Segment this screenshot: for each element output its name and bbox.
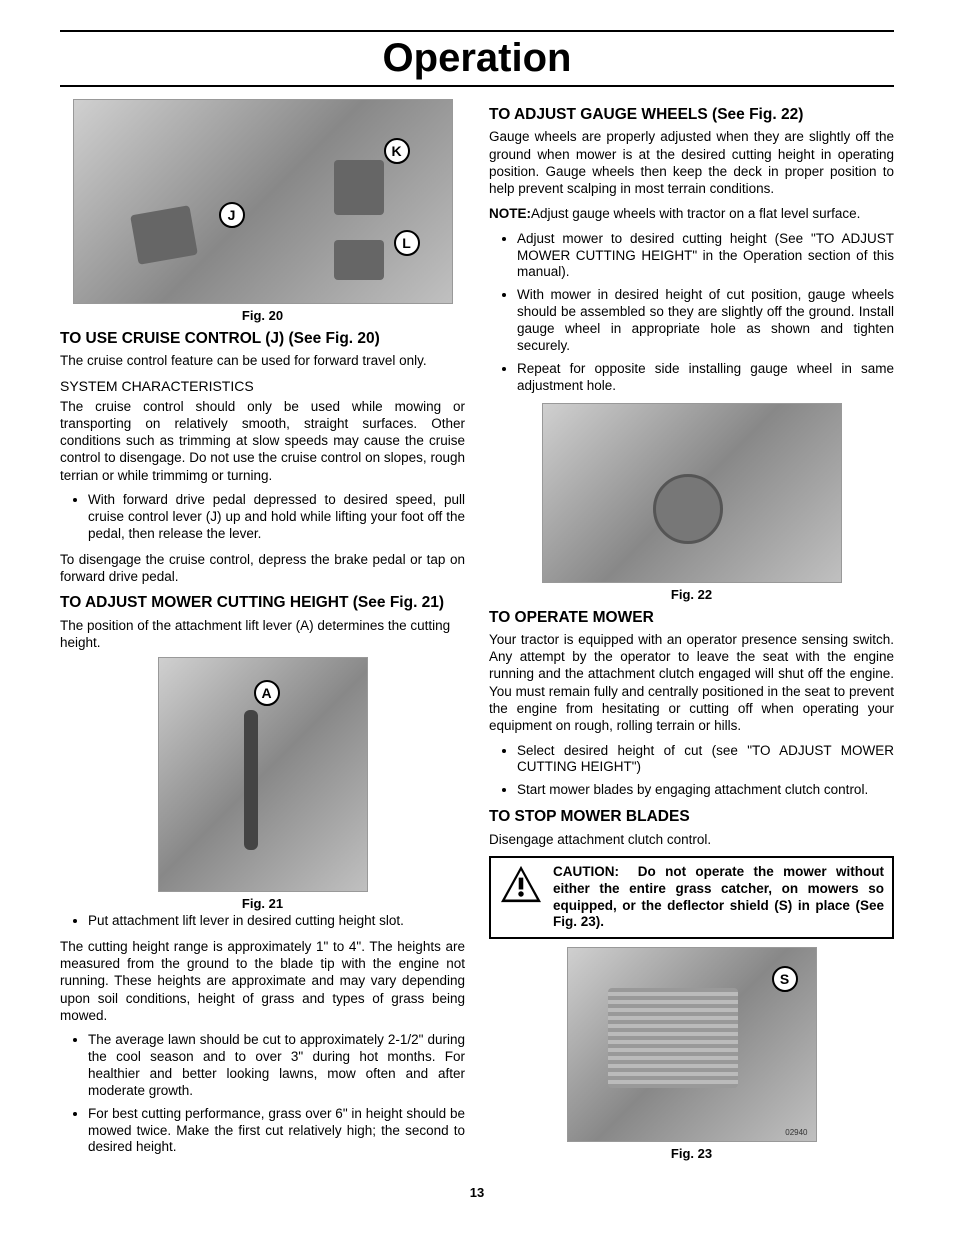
fig21-label-a: A (254, 680, 280, 706)
bullet-height-2: For best cutting performance, grass over… (88, 1106, 465, 1157)
note-label: NOTE: (489, 206, 531, 221)
subhead-system: SYSTEM CHARACTERISTICS (60, 378, 465, 394)
fig20-label-j: J (219, 202, 245, 228)
fig22-caption: Fig. 22 (489, 587, 894, 602)
caution-text: CAUTION: Do not operate the mower withou… (553, 864, 884, 932)
bullet-cruise-1: With forward drive pedal depressed to de… (88, 492, 465, 543)
page-number: 13 (60, 1185, 894, 1200)
bullet-operate-1: Select desired height of cut (see "TO AD… (517, 743, 894, 777)
bullet-gauge-3: Repeat for opposite side installing gaug… (517, 361, 894, 395)
top-rule (60, 30, 894, 32)
page-title: Operation (60, 36, 894, 81)
text-height-range: The cutting height range is approximatel… (60, 938, 465, 1024)
figure-21: A (158, 657, 368, 892)
bullet-height-1: The average lawn should be cut to approx… (88, 1032, 465, 1100)
figure-22 (542, 403, 842, 583)
left-column: J K L Fig. 20 TO USE CRUISE CONTROL (J) … (60, 99, 465, 1167)
heading-gauge: TO ADJUST GAUGE WHEELS (See Fig. 22) (489, 105, 894, 124)
text-stop: Disengage attachment clutch control. (489, 831, 894, 848)
text-system-desc: The cruise control should only be used w… (60, 398, 465, 484)
list-height: The average lawn should be cut to approx… (60, 1032, 465, 1156)
right-column: TO ADJUST GAUGE WHEELS (See Fig. 22) Gau… (489, 99, 894, 1167)
fig20-label-l: L (394, 230, 420, 256)
heading-cut-height: TO ADJUST MOWER CUTTING HEIGHT (See Fig.… (60, 593, 465, 612)
fig20-caption: Fig. 20 (60, 308, 465, 323)
text-cruise-intro: The cruise control feature can be used f… (60, 352, 465, 369)
under-rule (60, 85, 894, 87)
heading-operate: TO OPERATE MOWER (489, 608, 894, 627)
heading-cruise: TO USE CRUISE CONTROL (J) (See Fig. 20) (60, 329, 465, 348)
fig21-caption: Fig. 21 (60, 896, 465, 911)
bullet-gauge-2: With mower in desired height of cut posi… (517, 287, 894, 355)
fig23-label-s: S (772, 966, 798, 992)
list-gauge: Adjust mower to desired cutting height (… (489, 231, 894, 395)
bullet-lift-1: Put attachment lift lever in desired cut… (88, 913, 465, 930)
text-disengage: To disengage the cruise control, depress… (60, 551, 465, 586)
bullet-operate-2: Start mower blades by engaging attachmen… (517, 782, 894, 799)
note-text: Adjust gauge wheels with tractor on a fl… (531, 206, 860, 221)
figure-23: S 02940 (567, 947, 817, 1142)
heading-stop: TO STOP MOWER BLADES (489, 807, 894, 826)
fig23-micro: 02940 (785, 1128, 807, 1137)
list-operate: Select desired height of cut (see "TO AD… (489, 743, 894, 800)
text-gauge-note: NOTE:Adjust gauge wheels with tractor on… (489, 205, 894, 222)
figure-20: J K L (73, 99, 453, 304)
caution-label: CAUTION: (553, 864, 619, 879)
list-lift: Put attachment lift lever in desired cut… (60, 913, 465, 930)
content-columns: J K L Fig. 20 TO USE CRUISE CONTROL (J) … (60, 99, 894, 1167)
text-operate: Your tractor is equipped with an operato… (489, 631, 894, 735)
list-cruise: With forward drive pedal depressed to de… (60, 492, 465, 543)
bullet-gauge-1: Adjust mower to desired cutting height (… (517, 231, 894, 282)
caution-box: CAUTION: Do not operate the mower withou… (489, 856, 894, 940)
fig20-label-k: K (384, 138, 410, 164)
text-lift-lever: The position of the attachment lift leve… (60, 617, 465, 652)
text-gauge-intro: Gauge wheels are properly adjusted when … (489, 128, 894, 197)
fig23-caption: Fig. 23 (489, 1146, 894, 1161)
warning-icon (499, 864, 543, 904)
